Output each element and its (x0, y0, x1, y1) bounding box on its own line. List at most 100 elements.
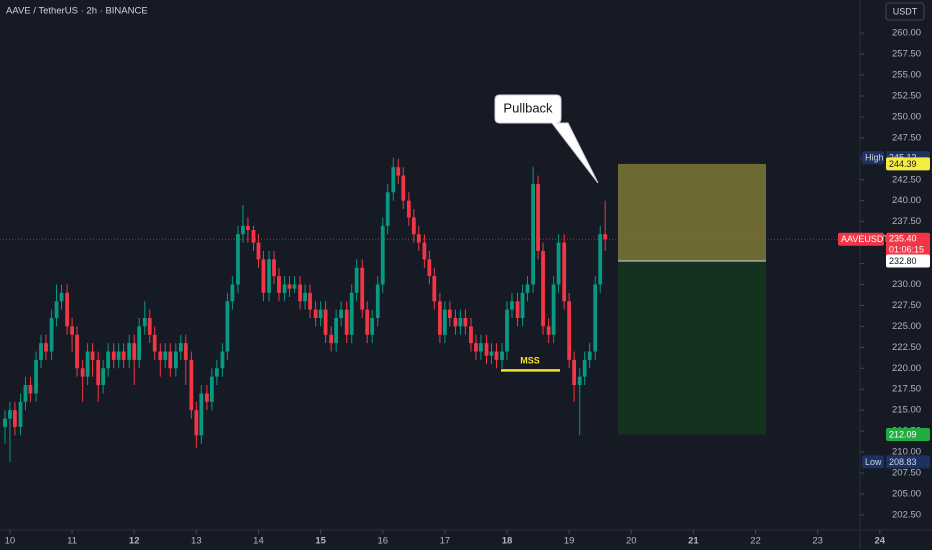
candle-body (422, 242, 427, 260)
target-value-bg (886, 428, 930, 442)
candle-body (438, 301, 442, 335)
x-tick-label: 21 (688, 536, 699, 547)
candle-body (158, 351, 163, 360)
candle-body (463, 318, 468, 327)
candle-body (59, 292, 64, 302)
candle-body (101, 368, 106, 386)
candle-body (28, 385, 33, 394)
y-tick-label: 260.00 (892, 28, 921, 39)
candle-body (375, 284, 380, 318)
candle-body (277, 276, 281, 293)
x-tick-label: 10 (5, 536, 16, 547)
candle-body (318, 309, 323, 318)
candle-body (577, 376, 582, 386)
candle-body (225, 301, 230, 352)
y-tick-label: 217.50 (892, 384, 921, 395)
candle-body (214, 368, 219, 377)
candle-body (199, 393, 204, 436)
candle-body (562, 242, 567, 302)
candle-body (49, 318, 54, 352)
y-tick-label: 242.50 (892, 174, 921, 185)
candle-body (411, 217, 416, 235)
candle-body (556, 242, 561, 285)
y-tick-label: 227.50 (892, 300, 921, 311)
candle-body (44, 343, 48, 352)
countdown: 01:06:15 (889, 245, 924, 255)
candle-body (447, 309, 452, 318)
y-tick-label: 247.50 (892, 132, 921, 143)
candle-body (194, 410, 199, 436)
candle-body (230, 284, 235, 302)
currency-button[interactable] (885, 2, 925, 21)
candle-body (551, 284, 556, 335)
low-value-bg (886, 455, 930, 469)
x-tick-label: 20 (626, 536, 637, 547)
y-tick-label: 210.00 (892, 447, 921, 458)
x-tick-label: 11 (67, 536, 77, 547)
candle-body (292, 284, 297, 289)
last-symbol-bg (838, 232, 884, 246)
entry-value-bg (886, 254, 930, 268)
x-tick-label: 22 (750, 536, 761, 547)
candle-body (329, 334, 334, 344)
candle-body (183, 343, 188, 360)
y-tick-label: 237.50 (892, 216, 921, 227)
y-tick-label: 207.50 (892, 468, 921, 479)
candle-body (127, 343, 132, 360)
candle-body (152, 334, 157, 352)
candle-body (567, 301, 572, 360)
y-tick-label: 220.00 (892, 363, 921, 374)
y-tick-label: 240.00 (892, 195, 921, 206)
y-tick-label: 250.00 (892, 111, 921, 122)
high-label-bg (862, 151, 884, 165)
low-label-bg (862, 455, 884, 469)
candle-body (593, 284, 598, 352)
candle-body (406, 200, 411, 218)
candle-body (442, 309, 447, 335)
candle-body (287, 284, 292, 289)
candle-body (168, 351, 173, 369)
stop-value-bg (886, 157, 930, 171)
candle-body (541, 250, 545, 327)
currency-label[interactable]: USDT (893, 6, 918, 16)
candle-body (163, 351, 168, 360)
candle-body (587, 351, 592, 360)
candle-body (360, 267, 365, 310)
candle-body (189, 359, 194, 411)
candle-body (308, 292, 312, 310)
candle-body (500, 351, 504, 360)
candle-body (65, 292, 70, 327)
candle-body (546, 326, 551, 335)
candle-body (515, 301, 520, 318)
x-tick-label: 23 (812, 536, 823, 547)
candle-body (282, 284, 287, 293)
x-tick-label: 17 (440, 536, 451, 547)
candle-body (385, 192, 390, 226)
candle-body (147, 318, 152, 335)
candle-body (142, 318, 147, 327)
plot-area: MSS Pullback (0, 94, 860, 462)
candle-body (370, 318, 375, 335)
candle-body (313, 309, 318, 318)
x-tick-label: 13 (191, 536, 202, 547)
candle-body (137, 326, 142, 360)
x-tick-label: 24 (875, 536, 886, 547)
candle-body (267, 259, 271, 293)
candle-body (236, 234, 240, 285)
candle-body (453, 318, 458, 327)
candle-body (246, 225, 250, 231)
x-tick-label: 15 (315, 536, 326, 547)
y-tick-label: 215.00 (892, 405, 921, 416)
candle-body (505, 309, 509, 352)
candle-body (339, 309, 344, 318)
candle-body (510, 301, 514, 310)
candle-body (75, 334, 79, 369)
candle-body (380, 225, 385, 285)
candle-body (8, 410, 12, 419)
y-tick-label: 252.50 (892, 90, 921, 101)
callout-box (494, 94, 599, 184)
candle-body (391, 167, 396, 193)
candle-body (489, 351, 494, 356)
candle-body (344, 309, 349, 335)
